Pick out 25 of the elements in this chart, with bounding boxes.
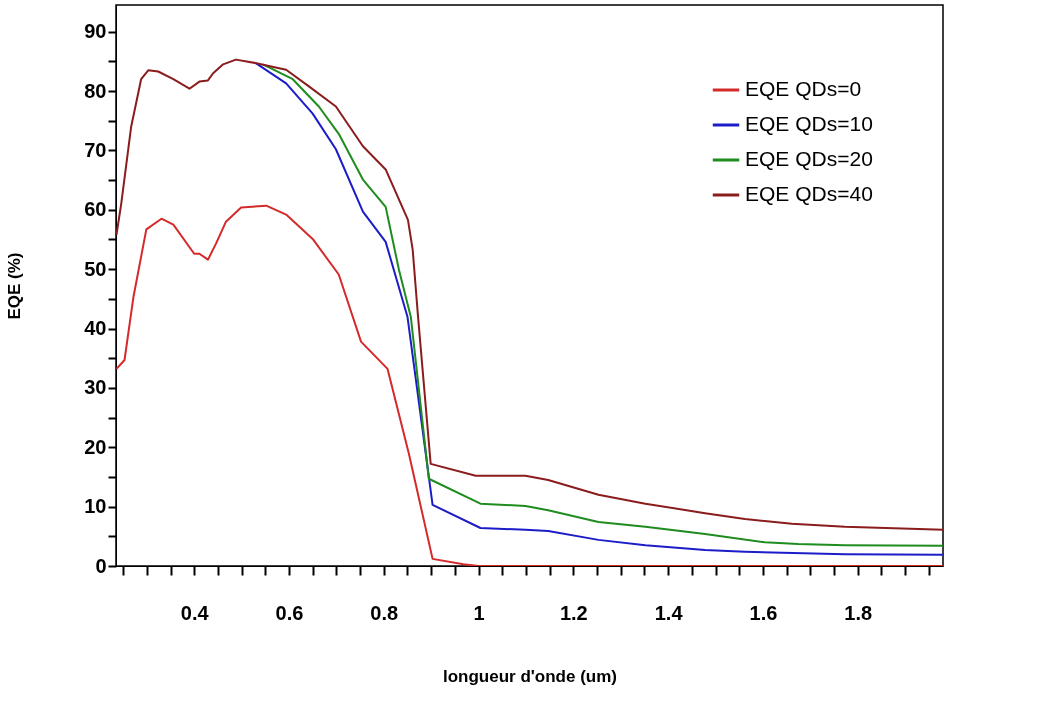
x-tick-label: 0.8	[370, 601, 399, 624]
x-axis-title: longueur d'onde (um)	[442, 666, 618, 686]
y-tick-label: 0	[95, 554, 107, 577]
x-tick-label: 1.6	[749, 601, 778, 624]
legend-label: EQE QDs=40	[745, 182, 873, 205]
x-tick-label: 0.6	[275, 601, 304, 624]
y-tick-label: 70	[84, 138, 107, 161]
legend-label: EQE QDs=20	[745, 147, 873, 170]
y-tick-label: 30	[84, 376, 107, 399]
y-tick-label: 20	[84, 435, 107, 458]
y-tick-label: 40	[84, 317, 107, 340]
legend-label: EQE QDs=0	[745, 77, 862, 100]
x-tick-label: 1.8	[844, 601, 873, 624]
line-series	[116, 58, 943, 531]
y-tick-label: 90	[84, 20, 107, 43]
y-tick-label: 60	[84, 198, 107, 221]
x-tick-label: 1	[473, 601, 485, 624]
x-tick-label: 1.2	[559, 601, 588, 624]
y-tick-label: 10	[84, 495, 107, 518]
x-tick-label: 0.4	[180, 601, 210, 624]
x-tick-label: 1.4	[654, 601, 684, 624]
y-tick-label: 80	[84, 79, 107, 102]
y-axis-title: EQE (%)	[5, 252, 25, 320]
y-tick-label: 50	[84, 257, 107, 280]
legend-label: EQE QDs=10	[745, 112, 873, 135]
